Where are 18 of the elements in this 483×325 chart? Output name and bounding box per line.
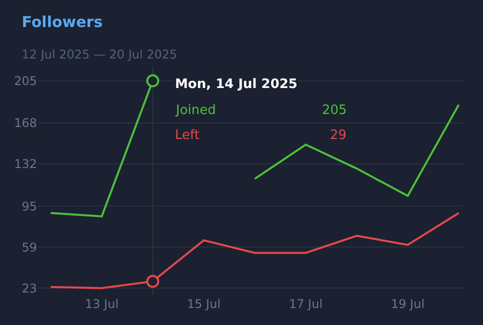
y-tick-label: 23 bbox=[22, 281, 37, 296]
annotation: Mon, 14 Jul 2025 bbox=[175, 77, 298, 92]
y-tick-label: 59 bbox=[22, 240, 37, 254]
x-tick-label: 13 Jul bbox=[84, 297, 119, 311]
chart-title: Followers bbox=[22, 12, 103, 31]
chart-subtitle: 12 Jul 2025 — 20 Jul 2025 bbox=[22, 47, 178, 62]
text: Left bbox=[175, 128, 200, 143]
y-tick-label: 205 bbox=[14, 74, 37, 88]
annotation: 29 bbox=[330, 128, 347, 143]
text: Joined bbox=[175, 103, 216, 118]
x-tick-label: 15 Jul bbox=[186, 297, 221, 311]
y-tick-label: 95 bbox=[22, 199, 37, 214]
x-tick-label: 17 Jul bbox=[288, 297, 323, 311]
y-tick-label: 132 bbox=[14, 157, 37, 172]
annotation: 205 bbox=[322, 103, 347, 118]
x-tick-label: 19 Jul bbox=[390, 297, 425, 311]
y-tick-label: 168 bbox=[14, 116, 37, 130]
line-series bbox=[50, 212, 460, 290]
